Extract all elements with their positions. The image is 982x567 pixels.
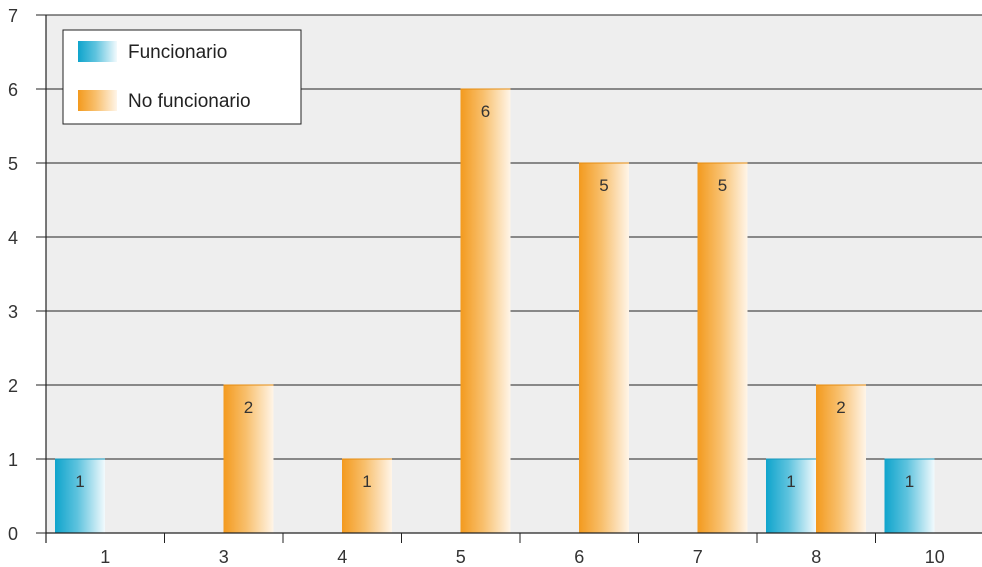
y-tick-label: 2 — [8, 376, 18, 396]
bar-no-funcionario-7 — [697, 163, 748, 533]
legend-label-funcionario: Funcionario — [128, 42, 227, 63]
bar-funcionario-8 — [766, 459, 816, 533]
x-tick-label: 4 — [337, 547, 347, 567]
x-tick-label: 10 — [925, 547, 945, 567]
bar-value-label: 5 — [718, 176, 727, 195]
y-tick-label: 7 — [8, 6, 18, 26]
y-tick-label: 3 — [8, 302, 18, 322]
bar-value-label: 2 — [244, 398, 253, 417]
bar-value-label: 5 — [599, 176, 608, 195]
bar-value-label: 6 — [481, 102, 490, 121]
y-tick-label: 0 — [8, 524, 18, 544]
bar-no-funcionario-3 — [223, 385, 274, 533]
bar-no-funcionario-6 — [579, 163, 629, 533]
y-tick-label: 5 — [8, 154, 18, 174]
bar-no-funcionario-4 — [342, 459, 392, 533]
x-tick-label: 3 — [219, 547, 229, 567]
x-tick-label: 8 — [811, 547, 821, 567]
x-tick-label: 6 — [574, 547, 584, 567]
bar-value-label: 1 — [786, 472, 795, 491]
x-tick-label: 1 — [100, 547, 110, 567]
bar-funcionario-1 — [55, 459, 105, 533]
legend-swatch-no-funcionario — [78, 90, 117, 111]
y-tick-label: 6 — [8, 80, 18, 100]
bar-no-funcionario-8 — [816, 385, 866, 533]
bar-value-label: 1 — [75, 472, 84, 491]
y-tick-label: 1 — [8, 450, 18, 470]
bar-value-label: 2 — [836, 398, 845, 417]
y-tick-label: 4 — [8, 228, 18, 248]
x-tick-label: 5 — [456, 547, 466, 567]
legend-swatch-funcionario — [78, 41, 117, 62]
legend-label-no-funcionario: No funcionario — [128, 91, 251, 112]
bar-value-label: 1 — [905, 472, 914, 491]
bar-funcionario-10 — [884, 459, 935, 533]
legend: Funcionario No funcionario — [62, 29, 302, 125]
bar-no-funcionario-5 — [460, 89, 511, 533]
bar-value-label: 1 — [362, 472, 371, 491]
x-tick-label: 7 — [693, 547, 703, 567]
